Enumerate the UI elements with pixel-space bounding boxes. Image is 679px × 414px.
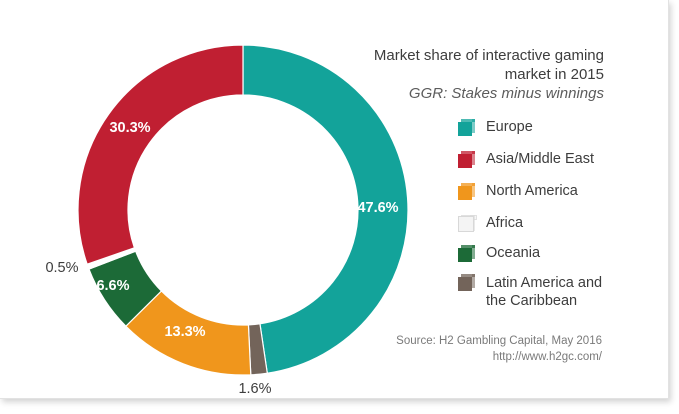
source-text: Source: H2 Gambling Capital, May 2016: [396, 335, 602, 347]
legend-swatch: [458, 150, 475, 168]
source-url: http://www.h2gc.com/: [492, 351, 602, 363]
chart-source: Source: H2 Gambling Capital, May 2016 ht…: [396, 333, 602, 365]
legend-swatch: [458, 118, 475, 136]
chart-subtitle: GGR: Stakes minus winnings: [408, 85, 604, 102]
chart-frame: 47.6% 1.6% 13.3% 6.6% 0.5% 30.3% Market share…: [0, 0, 669, 399]
legend-swatch: [458, 244, 475, 262]
data-label-europe: 47.6%: [357, 200, 398, 216]
legend-swatch: [458, 182, 475, 200]
legend-swatch: [458, 214, 477, 232]
legend-label: Europe: [486, 119, 533, 135]
donut-chart: 47.6% 1.6% 13.3% 6.6% 0.5% 30.3%: [45, 44, 409, 397]
legend-label: Oceania: [486, 245, 541, 261]
legend-label: North America: [486, 183, 578, 199]
legend-item-africa: Africa: [458, 212, 523, 234]
slice-europe: [242, 44, 409, 374]
legend-item-latin-america-and: Latin America and the Caribbean: [458, 274, 602, 309]
chart-title-block: Market share of interactive gaming marke…: [344, 46, 604, 103]
data-label-asia-middle-east: 30.3%: [109, 120, 150, 136]
legend-label: Asia/Middle East: [486, 151, 594, 167]
legend-item-asia-middle-east: Asia/Middle East: [458, 148, 594, 170]
chart-title: Market share of interactive gaming marke…: [373, 47, 604, 83]
slice-asia-middle-east: [77, 44, 244, 265]
legend-item-europe: Europe: [458, 116, 533, 138]
data-label-latin-america-and-the-caribbean: 1.6%: [238, 381, 271, 397]
legend-label: Latin America and the Caribbean: [486, 275, 603, 309]
legend-item-oceania: Oceania: [458, 242, 540, 264]
data-label-oceania: 6.6%: [96, 278, 129, 294]
legend-item-north-america: North America: [458, 180, 578, 202]
legend-swatch: [458, 274, 475, 291]
data-label-africa: 0.5%: [45, 260, 78, 276]
legend-label: Africa: [486, 215, 524, 231]
data-label-north-america: 13.3%: [164, 324, 205, 340]
